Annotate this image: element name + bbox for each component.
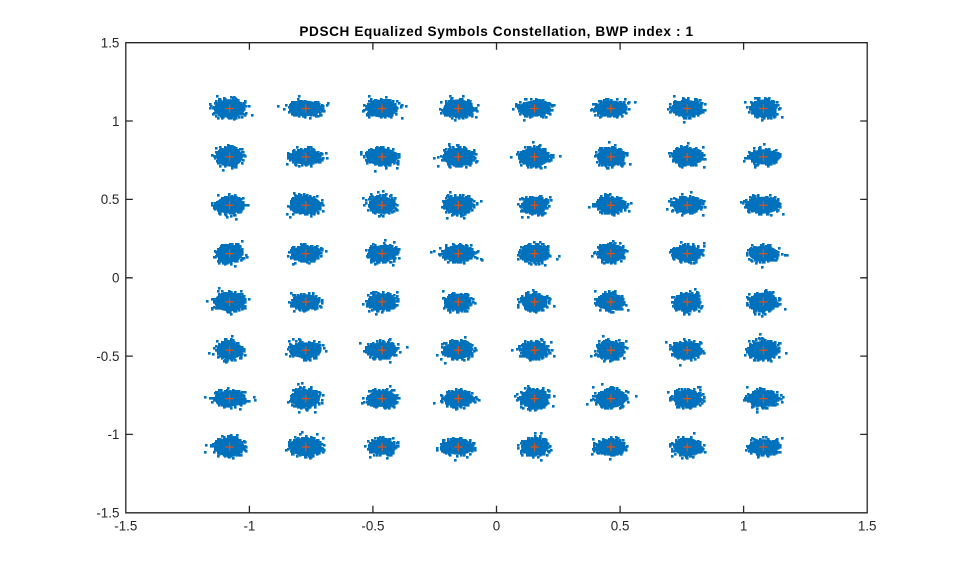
svg-text:-1: -1 [243, 519, 255, 534]
svg-text:0.5: 0.5 [611, 519, 630, 534]
svg-text:1.5: 1.5 [101, 36, 120, 51]
svg-text:-0.5: -0.5 [361, 519, 384, 534]
svg-text:1: 1 [112, 114, 119, 129]
svg-text:0.5: 0.5 [101, 192, 120, 207]
svg-text:1.5: 1.5 [858, 519, 877, 534]
svg-text:-1: -1 [107, 427, 119, 442]
svg-text:-0.5: -0.5 [96, 349, 119, 364]
svg-text:0: 0 [112, 271, 119, 286]
svg-text:PDSCH Equalized Symbols Conste: PDSCH Equalized Symbols Constellation, B… [299, 24, 693, 39]
svg-text:-1.5: -1.5 [96, 506, 119, 521]
svg-text:-1.5: -1.5 [114, 519, 137, 534]
svg-text:0: 0 [493, 519, 500, 534]
svg-text:1: 1 [740, 519, 747, 534]
